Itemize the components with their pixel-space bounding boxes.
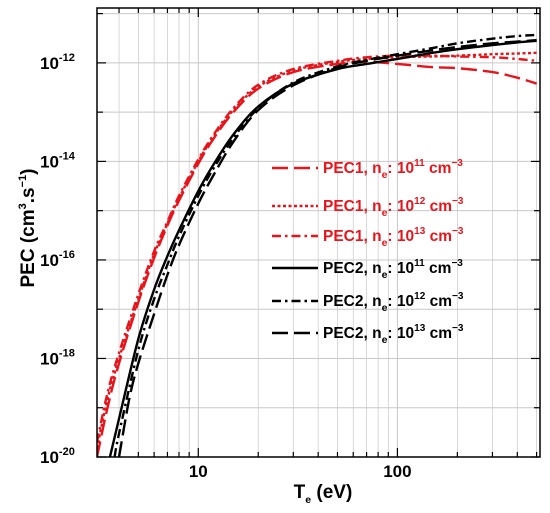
legend-entry-pec2-1e12: PEC2, ne: 1012 cm−3 [272,291,464,314]
legend-label: PEC1, ne: 1012 cm−3 [323,196,464,219]
legend-label: PEC1, ne: 1013 cm−3 [323,226,464,249]
x-tick-label: 100 [383,462,411,481]
legend-entry-pec2-1e11: PEC2, ne: 1011 cm−3 [272,258,463,281]
y-tick-label: 10-14 [40,150,76,171]
y-tick-label: 10-18 [40,347,75,368]
legend-entry-pec1-1e13: PEC1, ne: 1013 cm−3 [272,226,464,249]
legend: PEC1, ne: 1011 cm−3 PEC1, ne: 1012 cm−3 PE… [272,158,464,346]
x-axis-title: Te (eV) [294,482,353,506]
legend-label: PEC1, ne: 1011 cm−3 [323,158,463,181]
series-line-pec2-1e13 [117,38,537,457]
y-tick-label: 10-16 [40,249,75,270]
y-tick-label: 10-12 [40,52,75,73]
series-line-pec1-1e11 [97,60,537,457]
y-axis-title: PEC (cm3.s−1) [17,169,39,288]
series-layer [97,33,537,457]
legend-label: PEC2, ne: 1013 cm−3 [323,323,464,346]
x-tick-label: 10 [189,462,208,481]
legend-label: PEC2, ne: 1012 cm−3 [323,291,464,314]
series-line-pec1-1e13 [97,54,537,443]
series-line-pec2-1e12 [113,33,537,457]
legend-entry-pec1-1e12: PEC1, ne: 1012 cm−3 [272,196,464,219]
legend-entry-pec1-1e11: PEC1, ne: 1011 cm−3 [272,158,463,181]
y-tick-label: 10-20 [40,446,75,467]
series-line-pec2-1e11 [108,39,537,457]
axis-ticks [97,8,540,458]
legend-label: PEC2, ne: 1011 cm−3 [323,258,463,281]
legend-entry-pec2-1e13: PEC2, ne: 1013 cm−3 [272,323,464,346]
tick-labels: 10 100 10-12 10-14 10-16 10-18 10-20 [40,52,412,481]
